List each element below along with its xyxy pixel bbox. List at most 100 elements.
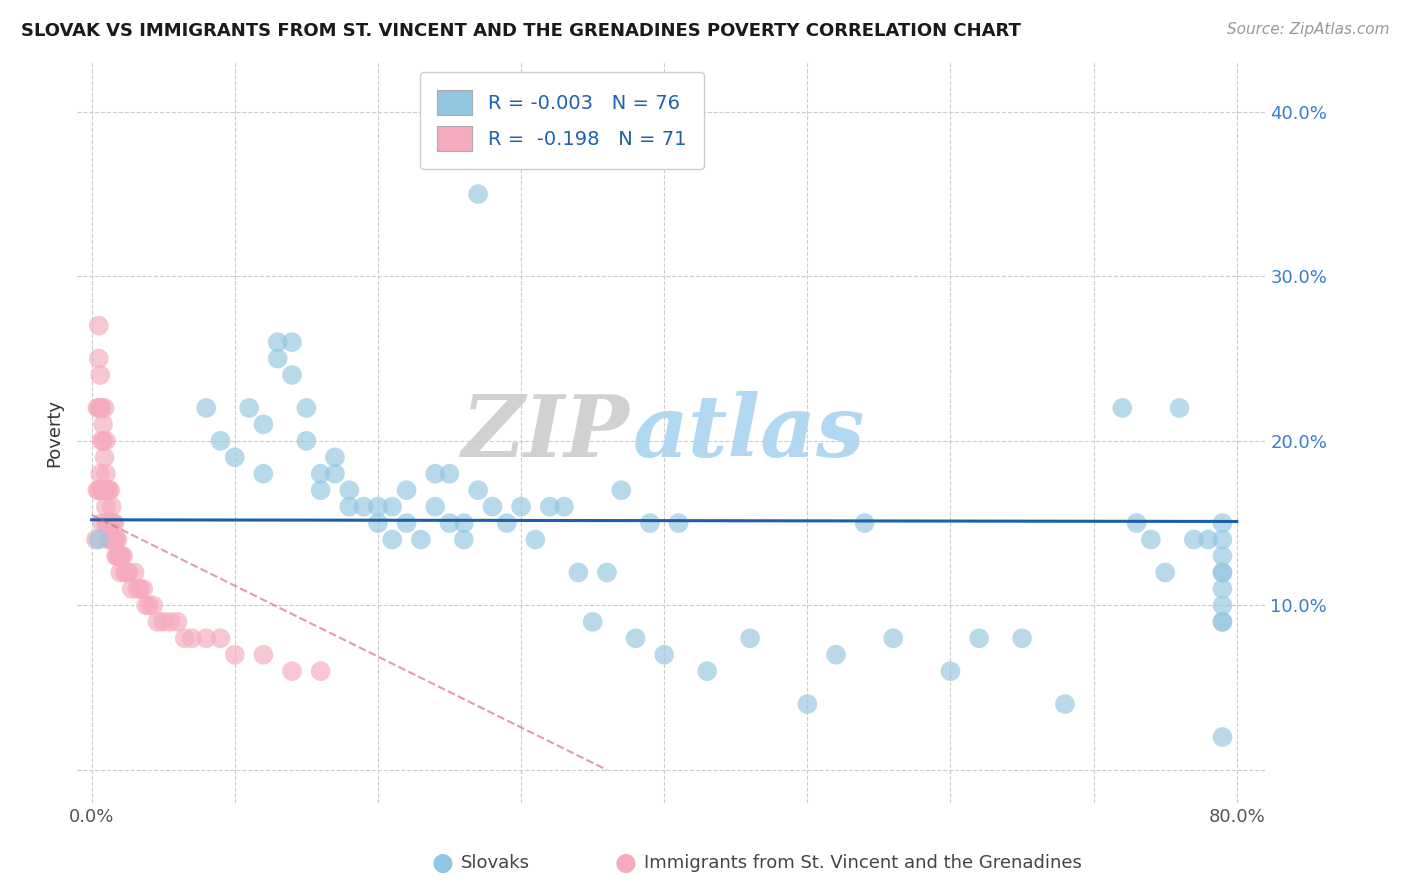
- Point: [439, 516, 461, 530]
- Point: [367, 500, 389, 514]
- Point: [89, 401, 111, 415]
- Point: [1125, 516, 1147, 530]
- Point: [252, 467, 274, 481]
- Point: [309, 483, 332, 498]
- Point: [117, 566, 139, 580]
- Point: [87, 533, 110, 547]
- Point: [142, 599, 165, 613]
- Point: [337, 500, 360, 514]
- Point: [86, 401, 108, 415]
- Point: [94, 516, 117, 530]
- Point: [381, 533, 404, 547]
- Point: [668, 516, 690, 530]
- Point: [159, 615, 181, 629]
- Point: [104, 533, 127, 547]
- Point: [209, 434, 232, 448]
- Point: [853, 516, 876, 530]
- Point: [1140, 533, 1163, 547]
- Point: [91, 483, 114, 498]
- Point: [467, 187, 489, 202]
- Point: [538, 500, 561, 514]
- Point: [97, 483, 120, 498]
- Point: [252, 648, 274, 662]
- Point: [127, 582, 149, 596]
- Point: [439, 467, 461, 481]
- Point: [100, 500, 122, 514]
- Point: [86, 483, 108, 498]
- Point: [108, 549, 131, 563]
- Text: Slovaks: Slovaks: [461, 854, 530, 871]
- Point: [87, 318, 110, 333]
- Point: [91, 434, 114, 448]
- Text: atlas: atlas: [633, 391, 866, 475]
- Point: [101, 533, 124, 547]
- Point: [111, 549, 134, 563]
- Point: [495, 516, 517, 530]
- Point: [97, 516, 120, 530]
- Point: [90, 434, 112, 448]
- Point: [1211, 599, 1233, 613]
- Point: [138, 599, 160, 613]
- Text: SLOVAK VS IMMIGRANTS FROM ST. VINCENT AND THE GRENADINES POVERTY CORRELATION CHA: SLOVAK VS IMMIGRANTS FROM ST. VINCENT AN…: [21, 22, 1021, 40]
- Point: [103, 516, 125, 530]
- Point: [267, 335, 290, 350]
- Point: [1211, 582, 1233, 596]
- Point: [582, 615, 605, 629]
- Point: [967, 632, 990, 646]
- Point: [84, 533, 107, 547]
- Point: [132, 582, 155, 596]
- Point: [796, 697, 818, 711]
- Point: [610, 483, 633, 498]
- Point: [1053, 697, 1076, 711]
- Point: [481, 500, 503, 514]
- Point: [425, 467, 447, 481]
- Point: [510, 500, 533, 514]
- Point: [1211, 615, 1233, 629]
- Text: ●: ●: [614, 851, 637, 874]
- Point: [467, 483, 489, 498]
- Legend: R = -0.003   N = 76, R =  -0.198   N = 71: R = -0.003 N = 76, R = -0.198 N = 71: [420, 72, 704, 169]
- Point: [939, 664, 962, 678]
- Point: [152, 615, 174, 629]
- Point: [98, 483, 121, 498]
- Point: [252, 417, 274, 432]
- Point: [524, 533, 547, 547]
- Text: Source: ZipAtlas.com: Source: ZipAtlas.com: [1226, 22, 1389, 37]
- Point: [624, 632, 647, 646]
- Point: [87, 483, 110, 498]
- Point: [195, 401, 218, 415]
- Point: [323, 450, 346, 465]
- Point: [638, 516, 661, 530]
- Point: [87, 351, 110, 366]
- Point: [1211, 566, 1233, 580]
- Point: [96, 483, 118, 498]
- Point: [118, 566, 141, 580]
- Point: [101, 516, 124, 530]
- Point: [1211, 566, 1233, 580]
- Point: [124, 566, 146, 580]
- Point: [121, 582, 143, 596]
- Point: [738, 632, 761, 646]
- Point: [1168, 401, 1191, 415]
- Text: ZIP: ZIP: [463, 391, 630, 475]
- Point: [97, 533, 120, 547]
- Point: [103, 533, 125, 547]
- Point: [114, 566, 136, 580]
- Point: [1197, 533, 1219, 547]
- Point: [281, 335, 304, 350]
- Point: [309, 664, 332, 678]
- Point: [367, 516, 389, 530]
- Point: [395, 483, 418, 498]
- Point: [337, 483, 360, 498]
- Point: [224, 648, 246, 662]
- Point: [1211, 615, 1233, 629]
- Point: [567, 566, 589, 580]
- Point: [91, 417, 114, 432]
- Text: Immigrants from St. Vincent and the Grenadines: Immigrants from St. Vincent and the Gren…: [644, 854, 1081, 871]
- Point: [295, 401, 318, 415]
- Point: [281, 664, 304, 678]
- Point: [409, 533, 432, 547]
- Point: [309, 467, 332, 481]
- Point: [94, 500, 117, 514]
- Point: [129, 582, 152, 596]
